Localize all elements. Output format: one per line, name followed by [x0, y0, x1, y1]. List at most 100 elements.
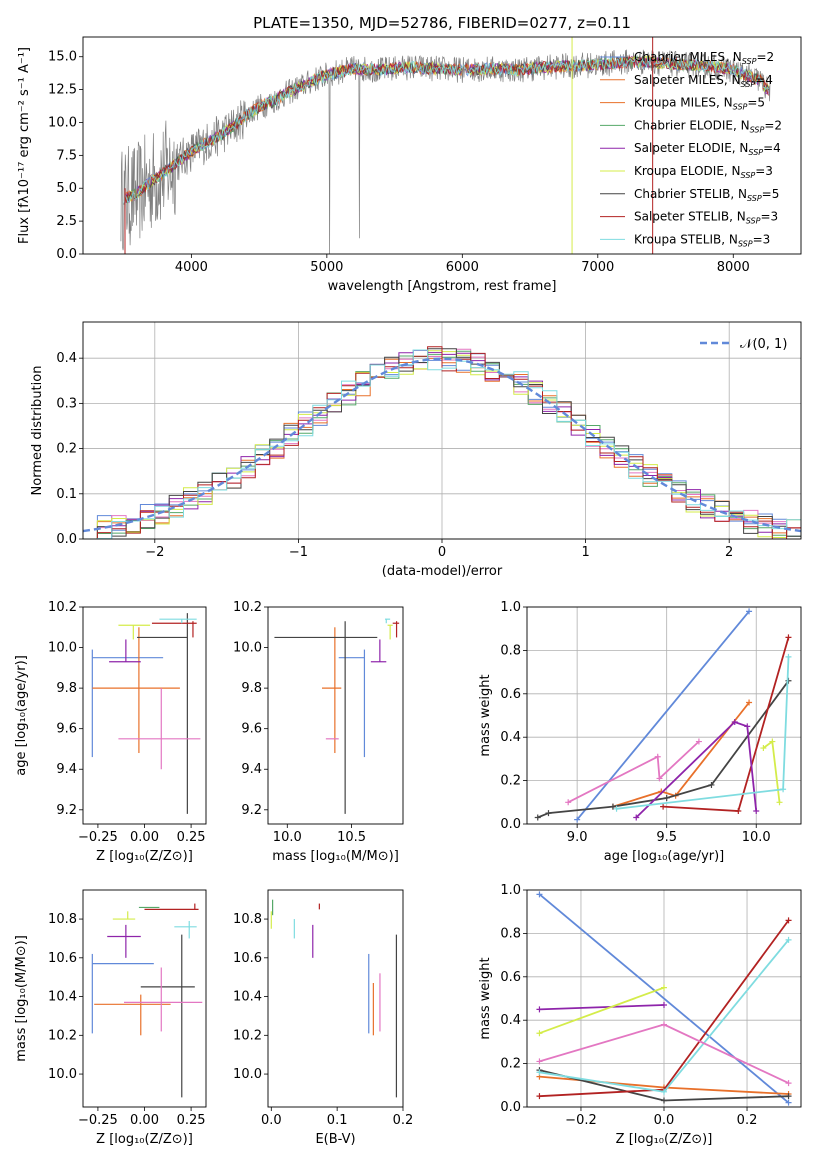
y-tick-label: 9.6 — [241, 722, 262, 737]
axes-frame — [526, 889, 802, 1108]
y-tick-label: 10.6 — [233, 951, 262, 966]
series-marker — [785, 1093, 792, 1100]
y-tick-label: 9.4 — [56, 762, 77, 777]
legend-text: Salpeter STELIB, N — [634, 210, 746, 224]
series-marker — [785, 936, 792, 943]
series-marker — [536, 1006, 543, 1013]
legend-entry: Chabrier STELIB, NSSP=5 — [634, 187, 779, 203]
y-tick-label: 10.0 — [233, 641, 262, 656]
errorbar-point — [338, 649, 366, 758]
series-line — [576, 610, 750, 821]
errorbar-point — [109, 639, 141, 663]
legend-value: =4 — [763, 141, 781, 155]
y-axis-label: Flux [fλ10⁻¹⁷ erg cm⁻² s⁻¹ A⁻¹] — [17, 47, 32, 244]
x-tick-label: −1 — [289, 545, 308, 560]
model-kroupa_stelib — [123, 56, 769, 205]
series-marker — [744, 723, 751, 730]
series-marker — [663, 794, 670, 801]
x-axis-label: Z [log₁₀(Z/Z⊙)] — [96, 849, 193, 864]
errorbar-point — [92, 627, 180, 754]
legend-subscript: SSP — [738, 239, 753, 248]
legend-entry: Kroupa ELODIE, NSSP=3 — [634, 164, 773, 180]
errorbar-point — [151, 621, 197, 638]
axes-frame — [82, 321, 802, 540]
y-tick-label: 10.2 — [233, 1028, 262, 1043]
errorbar-point — [118, 624, 151, 640]
series-marker — [661, 1002, 667, 1009]
errorbar-point — [107, 924, 141, 958]
legend-value: =4 — [755, 73, 773, 87]
axes-mass_vs_EBV: 0.0 0.1 0.2 10.0 10.2 10.4 10.6 10.8 E(B-V) — [233, 912, 413, 1147]
y-tick-label: 12.5 — [48, 83, 77, 98]
series-marker — [613, 805, 620, 812]
axes-frame — [82, 889, 207, 1108]
axes-frame — [267, 606, 404, 825]
y-tick-label: 10.0 — [48, 641, 77, 656]
series-marker — [785, 634, 792, 641]
lines-weight_vs_age — [534, 608, 792, 823]
legend-text: Kroupa ELODIE, N — [634, 164, 741, 178]
series-marker — [785, 1099, 792, 1106]
legend-entry: 𝒩(0, 1) — [740, 337, 787, 352]
y-tick-label: 10.8 — [233, 912, 262, 927]
errorbars-mass_vs_EBV — [270, 899, 398, 1098]
spectrum-lines — [120, 37, 772, 254]
x-tick-label: 1 — [581, 545, 589, 560]
legend-text: Chabrier STELIB, N — [634, 187, 747, 201]
axes-weight_vs_age: 9.0 9.5 10.0 0.0 0.2 0.4 0.6 0.8 1.0 age [log₁₀(a… — [478, 600, 801, 864]
series-marker — [536, 1058, 543, 1065]
series-marker — [609, 803, 616, 810]
series-marker — [654, 753, 661, 760]
histogram-kroupa_stelib — [83, 349, 801, 539]
y-tick-label: 0.6 — [500, 687, 521, 702]
y-axis-label: Normed distribution — [30, 366, 45, 496]
errorbar-point — [322, 627, 342, 754]
axes-spectrum: 4000 5000 6000 7000 8000 0.0 2.5 5.0 7.5 10.0 12.5… — [17, 47, 750, 294]
y-tick-label: 9.8 — [56, 681, 77, 696]
series-marker — [565, 799, 572, 806]
y-tick-label: 0.1 — [56, 487, 77, 502]
y-tick-label: 1.0 — [500, 600, 521, 615]
x-axis-label: (data-model)/error — [382, 564, 503, 579]
legend-value: =3 — [753, 232, 771, 246]
x-tick-label: −2 — [145, 545, 164, 560]
y-tick-label: 10.4 — [48, 990, 77, 1005]
legend-value: =2 — [764, 118, 782, 132]
x-tick-label: 10.0 — [742, 830, 771, 845]
y-tick-label: 2.5 — [56, 214, 77, 229]
y-tick-label: 9.8 — [241, 681, 262, 696]
series-line — [635, 720, 758, 819]
x-tick-label: 4000 — [175, 260, 208, 275]
y-tick-label: 10.6 — [48, 951, 77, 966]
errorbar-point — [174, 921, 197, 939]
axes-age_vs_mass: 10.0 10.5 9.2 9.4 9.6 9.8 10.0 10.2 mass [log₁₀(… — [233, 600, 399, 864]
series-marker — [633, 814, 640, 821]
series-marker — [536, 1093, 543, 1100]
series-marker — [776, 799, 783, 806]
errorbar-point — [124, 967, 203, 1032]
errorbar-point — [140, 934, 195, 1098]
series-marker — [708, 781, 715, 788]
axes-frame — [82, 606, 207, 825]
legend-subscript: SSP — [733, 103, 748, 112]
errorbar-point — [144, 903, 199, 910]
series-marker — [536, 1030, 543, 1037]
y-tick-label: 0.6 — [500, 970, 521, 985]
legend-text: Kroupa STELIB, N — [634, 232, 738, 246]
legend-text: Kroupa MILES, N — [634, 96, 733, 110]
legend-value: =5 — [762, 187, 780, 201]
legend-entry: Kroupa MILES, NSSP=5 — [634, 96, 765, 112]
series-marker — [760, 745, 767, 752]
series-marker — [536, 891, 543, 898]
x-axis-label: age [log₁₀(age/yr)] — [604, 849, 725, 864]
y-tick-label: 0.4 — [56, 351, 77, 366]
series-marker — [769, 738, 776, 745]
x-tick-label: −0.25 — [78, 830, 118, 845]
series-marker — [785, 1080, 792, 1087]
legend-subscript: SSP — [747, 194, 762, 203]
x-axis-label: E(B-V) — [315, 1132, 355, 1147]
x-tick-label: 10.5 — [337, 830, 366, 845]
errorbar-point — [274, 621, 378, 814]
